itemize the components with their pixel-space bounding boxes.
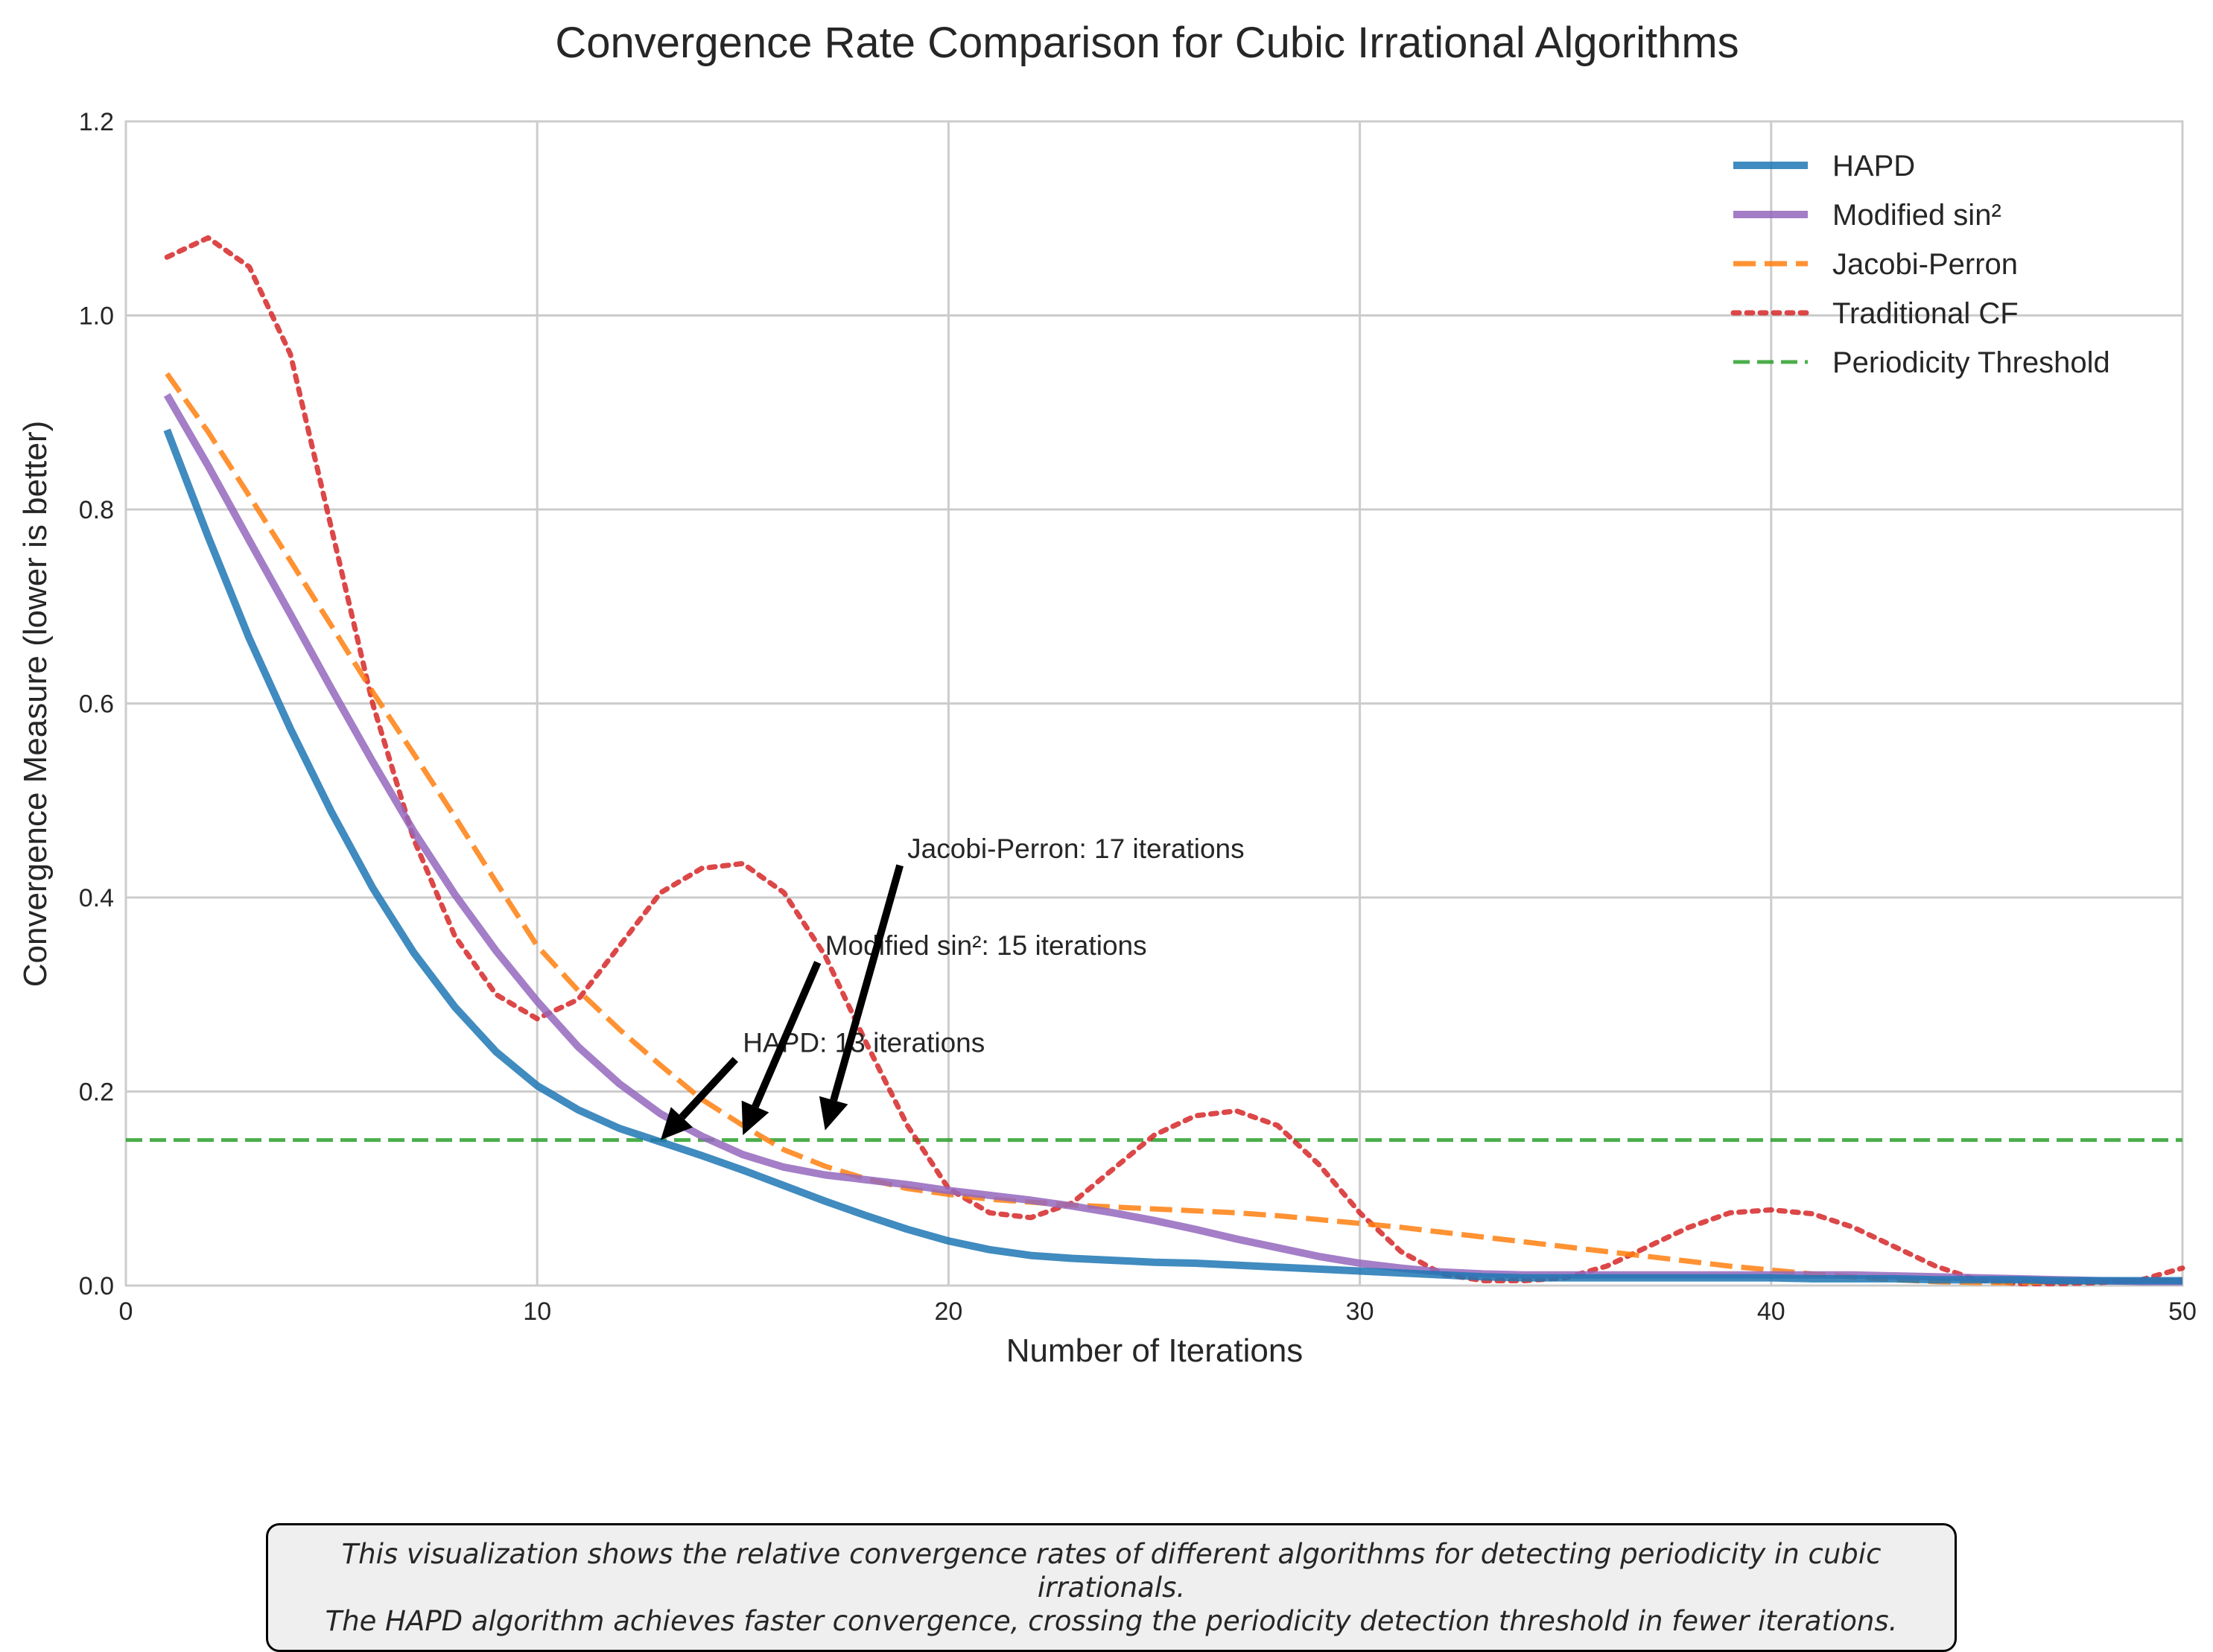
y-tick-label: 0.2 [79,1078,114,1107]
annotation-arrow-head [741,1100,769,1136]
grid [124,120,2184,1287]
x-tick-label: 0 [119,1297,133,1326]
annotation-arrow-head [819,1096,848,1131]
legend-label-traditional-cf: Traditional CF [1832,297,2019,330]
y-tick-label: 0.6 [79,690,114,719]
x-tick-label: 10 [523,1297,551,1326]
series-lines [126,235,2185,1286]
y-axis-label: Convergence Measure (lower is better) [17,421,54,988]
caption-line-2: The HAPD algorithm achieves faster conve… [325,1605,1898,1637]
legend-label-hapd: HAPD [1832,150,1915,182]
annotation-arrow-shaft [679,1056,738,1120]
x-axis-label: Number of Iterations [1006,1332,1304,1369]
x-tick-labels: 0 10 20 30 40 50 [119,1297,2197,1326]
chart-title: Convergence Rate Comparison for Cubic Ir… [555,19,1739,67]
legend-label-jacobi-perron: Jacobi-Perron [1832,248,2018,281]
annotation-arrow-shaft [830,864,904,1102]
y-tick-label: 0.0 [79,1272,114,1300]
x-tick-label: 50 [2168,1297,2197,1326]
annotation-arrow-head [660,1107,693,1140]
x-tick-label: 20 [934,1297,962,1326]
y-tick-label: 0.8 [79,496,114,524]
y-tick-label: 0.4 [79,884,114,912]
series-line-modified-sin [163,393,2182,1286]
legend-label-modified-sin: Modified sin² [1832,199,2001,232]
y-tick-label: 1.0 [79,302,114,331]
series-line-traditional-cf [164,235,2185,1286]
y-tick-labels: 0.0 0.2 0.4 0.6 0.8 1.0 1.2 [79,108,114,1300]
x-tick-label: 40 [1757,1297,1785,1326]
caption-box: This visualization shows the relative co… [266,1523,1957,1652]
convergence-chart: Convergence Rate Comparison for Cubic Ir… [17,19,2197,1369]
legend-label-periodicity-threshold: Periodicity Threshold [1832,346,2110,379]
series-line-hapd [163,428,2182,1285]
y-tick-label: 1.2 [79,108,114,136]
x-tick-label: 30 [1346,1297,1374,1326]
caption-line-1: This visualization shows the relative co… [341,1538,1882,1604]
annotation-arrow-shaft [752,961,822,1108]
legend: HAPD Modified sin² Jacobi-Perron Traditiona… [1730,150,2110,379]
plot-area-frame [124,120,2184,1287]
annotation-label: Jacobi-Perron: 17 iterations [907,833,1244,864]
